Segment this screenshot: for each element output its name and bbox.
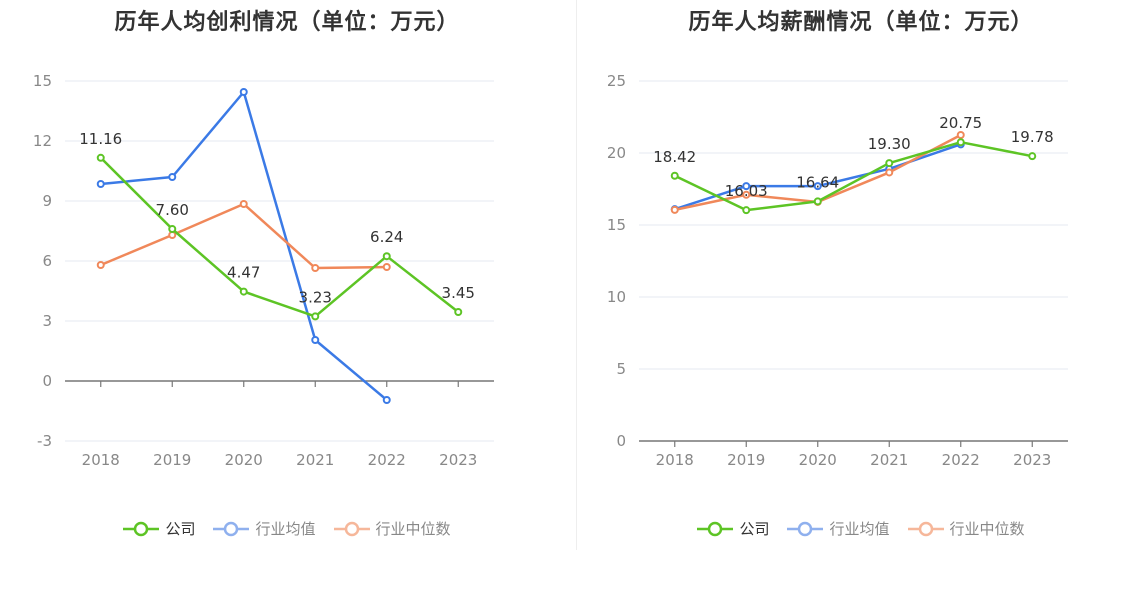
y-tick-label: 0: [42, 372, 52, 390]
data-point-industry_median: [239, 200, 248, 208]
legend-line-icon: [333, 521, 370, 536]
data-point-company: [454, 308, 463, 316]
series-line-company: [674, 140, 1033, 212]
data-point-company: [239, 287, 248, 296]
profit-per-capita-chart: 历年人均创利情况（单位：万元） 15 12 9 6 3 0 -3 2018 2019 2020 20…: [0, 10, 574, 539]
y-tick-label: 12: [33, 132, 52, 150]
y-tick-label: 3: [42, 312, 52, 330]
data-point-company: [956, 138, 965, 147]
x-tick-label: 2023: [1013, 451, 1051, 469]
data-point-company: [813, 197, 822, 206]
legend-label: 行业中位数: [375, 520, 451, 538]
x-tick-label: 2021: [870, 451, 908, 469]
x-tick-label: 2019: [153, 451, 191, 469]
x-tick-label: 2018: [656, 451, 694, 469]
data-label: 4.47: [227, 264, 260, 282]
legend-item-industry-median[interactable]: 行业中位数: [333, 518, 451, 539]
data-label: 18.42: [653, 148, 696, 166]
data-point-industry_avg: [96, 180, 105, 188]
data-point-industry_avg: [813, 182, 822, 191]
profit-plot-area: 15 12 9 6 3 0 -3 2018 2019 2020 2021 2022 2023 11.16 7…: [33, 72, 494, 469]
legend-line-icon: [123, 521, 160, 536]
x-tick-label: 2021: [296, 451, 334, 469]
legend-label: 公司: [165, 520, 196, 538]
data-point-industry_avg: [239, 88, 248, 96]
data-label: 16.64: [796, 173, 839, 191]
series-line-company: [99, 156, 460, 318]
data-point-industry_avg: [382, 396, 391, 404]
y-tick-label: -3: [37, 432, 52, 450]
data-label: 3.23: [299, 288, 332, 306]
panel-divider: [576, 0, 577, 550]
y-tick-label: 0: [616, 432, 626, 450]
x-tick-label: 2020: [799, 451, 837, 469]
salary-plot-area: 25 20 15 10 5 0 2018 2019 2020 2021 2022 2023 18.42 1…: [607, 72, 1068, 469]
legend-line-icon: [213, 521, 250, 536]
chart-title: 历年人均创利情况（单位：万元）: [114, 10, 460, 35]
y-tick-label: 20: [607, 144, 626, 162]
data-point-company: [382, 252, 391, 261]
data-point-company: [742, 206, 751, 215]
data-point-industry_median: [742, 190, 751, 199]
data-label: 19.30: [868, 135, 911, 153]
legend-item-industry-median[interactable]: 行业中位数: [907, 518, 1025, 539]
legend-label: 行业均值: [255, 520, 316, 538]
x-tick-label: 2019: [727, 451, 765, 469]
legend-line-icon: [907, 521, 944, 536]
data-point-company: [168, 225, 177, 233]
series-line-industry_median: [100, 202, 387, 270]
legend: 公司 行业均值 行业中位数: [574, 518, 1148, 539]
data-point-company: [311, 312, 320, 321]
data-point-industry_median: [96, 261, 105, 269]
data-point-industry_avg: [311, 336, 320, 344]
legend: 公司 行业均值 行业中位数: [0, 518, 574, 539]
y-tick-label: 15: [607, 216, 626, 234]
data-label: 7.60: [156, 201, 189, 219]
legend-item-industry-avg[interactable]: 行业均值: [213, 518, 316, 539]
x-tick-label: 2018: [82, 451, 120, 469]
data-point-company: [96, 153, 105, 162]
data-point-industry_avg: [168, 173, 177, 181]
data-point-company: [670, 171, 679, 180]
y-tick-label: 25: [607, 72, 626, 90]
data-label: 3.45: [442, 284, 475, 302]
data-point-industry_median: [956, 131, 965, 139]
x-tick-label: 2022: [942, 451, 980, 469]
data-label: 16.03: [725, 182, 768, 200]
y-tick-label: 10: [607, 288, 626, 306]
data-label: 11.16: [79, 130, 122, 148]
y-tick-label: 6: [42, 252, 52, 270]
chart-title: 历年人均薪酬情况（单位：万元）: [688, 10, 1034, 35]
legend-item-company[interactable]: 公司: [123, 518, 195, 539]
legend-item-industry-avg[interactable]: 行业均值: [787, 518, 890, 539]
data-point-company: [1028, 152, 1037, 161]
legend-label: 行业中位数: [949, 520, 1025, 538]
legend-item-company[interactable]: 公司: [697, 518, 769, 539]
y-tick-label: 5: [616, 360, 626, 378]
x-tick-label: 2023: [439, 451, 477, 469]
data-label: 6.24: [370, 228, 403, 246]
legend-label: 行业均值: [829, 520, 890, 538]
data-point-industry_median: [382, 263, 391, 271]
data-point-industry_avg: [742, 182, 751, 191]
y-tick-label: 15: [33, 72, 52, 90]
x-tick-label: 2020: [225, 451, 263, 469]
x-tick-label: 2022: [368, 451, 406, 469]
data-label: 20.75: [939, 114, 982, 132]
salary-per-capita-chart: 历年人均薪酬情况（单位：万元） 25 20 15 10 5 0 2018 2019 2020 20…: [574, 0, 1148, 589]
data-point-industry_median: [885, 168, 894, 177]
y-tick-label: 9: [42, 192, 52, 210]
data-point-industry_median: [670, 205, 679, 214]
legend-line-icon: [697, 521, 734, 536]
data-point-company: [885, 159, 894, 168]
legend-label: 公司: [739, 520, 770, 538]
data-point-industry_median: [311, 264, 320, 272]
data-label: 19.78: [1011, 128, 1054, 146]
legend-line-icon: [787, 521, 824, 536]
